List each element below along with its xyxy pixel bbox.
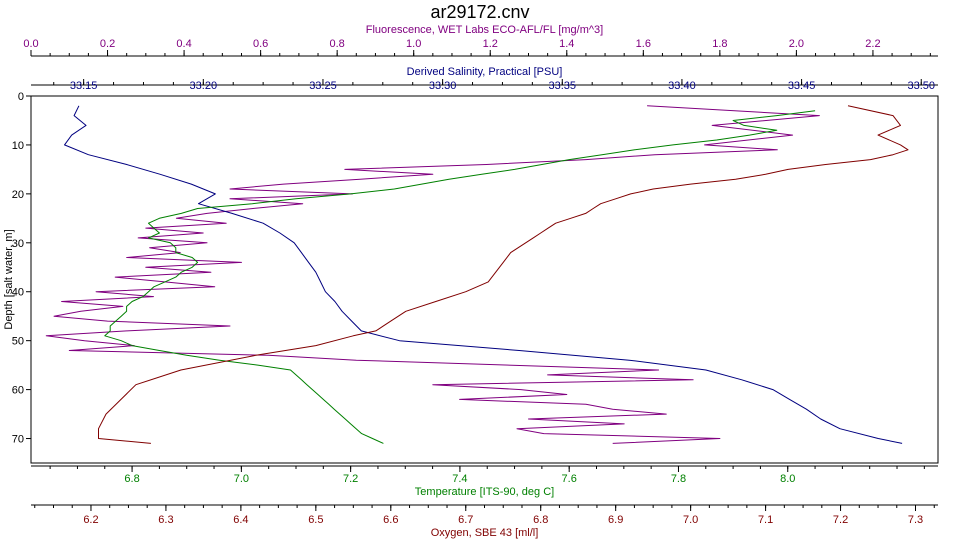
salinity-tick-label: 33.25 [309, 80, 337, 92]
y-tick-label: 60 [12, 385, 24, 397]
salinity-tick-label: 33.45 [788, 80, 816, 92]
y-tick-label: 40 [12, 287, 24, 299]
axes-layer: 0 10 20 30 40 50 60 70 Depth [salt water, m] 0.0 0… [3, 24, 938, 539]
y-tick-label: 30 [12, 238, 24, 250]
oxygen-tick-label: 6.2 [83, 514, 98, 526]
fluorescence-tick-label: 1.8 [712, 38, 727, 50]
temperature-tick-label: 7.2 [343, 473, 358, 485]
y-axis-title: Depth [salt water, m] [3, 229, 15, 329]
y-tick-label: 10 [12, 140, 24, 152]
temperature-tick-label: 7.4 [452, 473, 467, 485]
oxygen-tick-label: 6.3 [158, 514, 173, 526]
y-tick-label: 20 [12, 189, 24, 201]
salinity-tick-label: 33.15 [70, 80, 98, 92]
fluorescence-tick-label: 1.4 [559, 38, 574, 50]
fluorescence-tick-label: 2.0 [789, 38, 804, 50]
temperature-tick-label: 7.8 [671, 473, 686, 485]
oxygen-tick-label: 7.2 [833, 514, 848, 526]
oxygen-tick-label: 7.3 [908, 514, 923, 526]
oxygen-tick-label: 7.0 [683, 514, 698, 526]
temperature-tick-label: 6.8 [124, 473, 139, 485]
oxygen-tick-label: 6.7 [458, 514, 473, 526]
temperature-tick-label: 7.0 [234, 473, 249, 485]
temperature-tick-label: 7.6 [562, 473, 577, 485]
fluorescence-tick-label: 1.0 [406, 38, 421, 50]
fluorescence-tick-label: 1.6 [636, 38, 651, 50]
fluorescence-tick-label: 2.2 [865, 38, 880, 50]
salinity-tick-label: 33.30 [429, 80, 457, 92]
chart-title: ar29172.cnv [430, 2, 529, 22]
plot-frame [30, 95, 939, 464]
temperature-tick-label: 8.0 [780, 473, 795, 485]
fluorescence-tick-label: 0.6 [253, 38, 268, 50]
y-tick-label: 50 [12, 336, 24, 348]
salinity-tick-label: 33.35 [549, 80, 577, 92]
fluorescence-tick-label: 1.2 [483, 38, 498, 50]
fluorescence-tick-label: 0.2 [100, 38, 115, 50]
oxygen-axis-title: Oxygen, SBE 43 [ml/l] [431, 527, 539, 539]
salinity-series-line [64, 105, 903, 444]
series-layer [45, 105, 909, 444]
salinity-tick-label: 33.40 [668, 80, 696, 92]
salinity-tick-label: 33.20 [190, 80, 218, 92]
oxygen-series-line [98, 105, 909, 444]
fluorescence-tick-label: 0.4 [176, 38, 191, 50]
salinity-axis-title: Derived Salinity, Practical [PSU] [407, 66, 563, 78]
temperature-axis-title: Temperature [ITS-90, deg C] [415, 486, 554, 498]
oxygen-tick-label: 7.1 [758, 514, 773, 526]
fluorescence-tick-label: 0.0 [23, 38, 38, 50]
fluorescence-tick-label: 0.8 [330, 38, 345, 50]
temperature-series-line [104, 110, 816, 444]
oxygen-tick-label: 6.6 [383, 514, 398, 526]
y-tick-label: 70 [12, 434, 24, 446]
oxygen-tick-label: 6.4 [233, 514, 248, 526]
y-tick-label: 0 [18, 91, 24, 103]
oxygen-tick-label: 6.5 [308, 514, 323, 526]
fluorescence-axis-title: Fluorescence, WET Labs ECO-AFL/FL [mg/m^… [366, 24, 603, 36]
oxygen-tick-label: 6.8 [533, 514, 548, 526]
salinity-tick-label: 33.50 [907, 80, 935, 92]
oxygen-tick-label: 6.9 [608, 514, 623, 526]
